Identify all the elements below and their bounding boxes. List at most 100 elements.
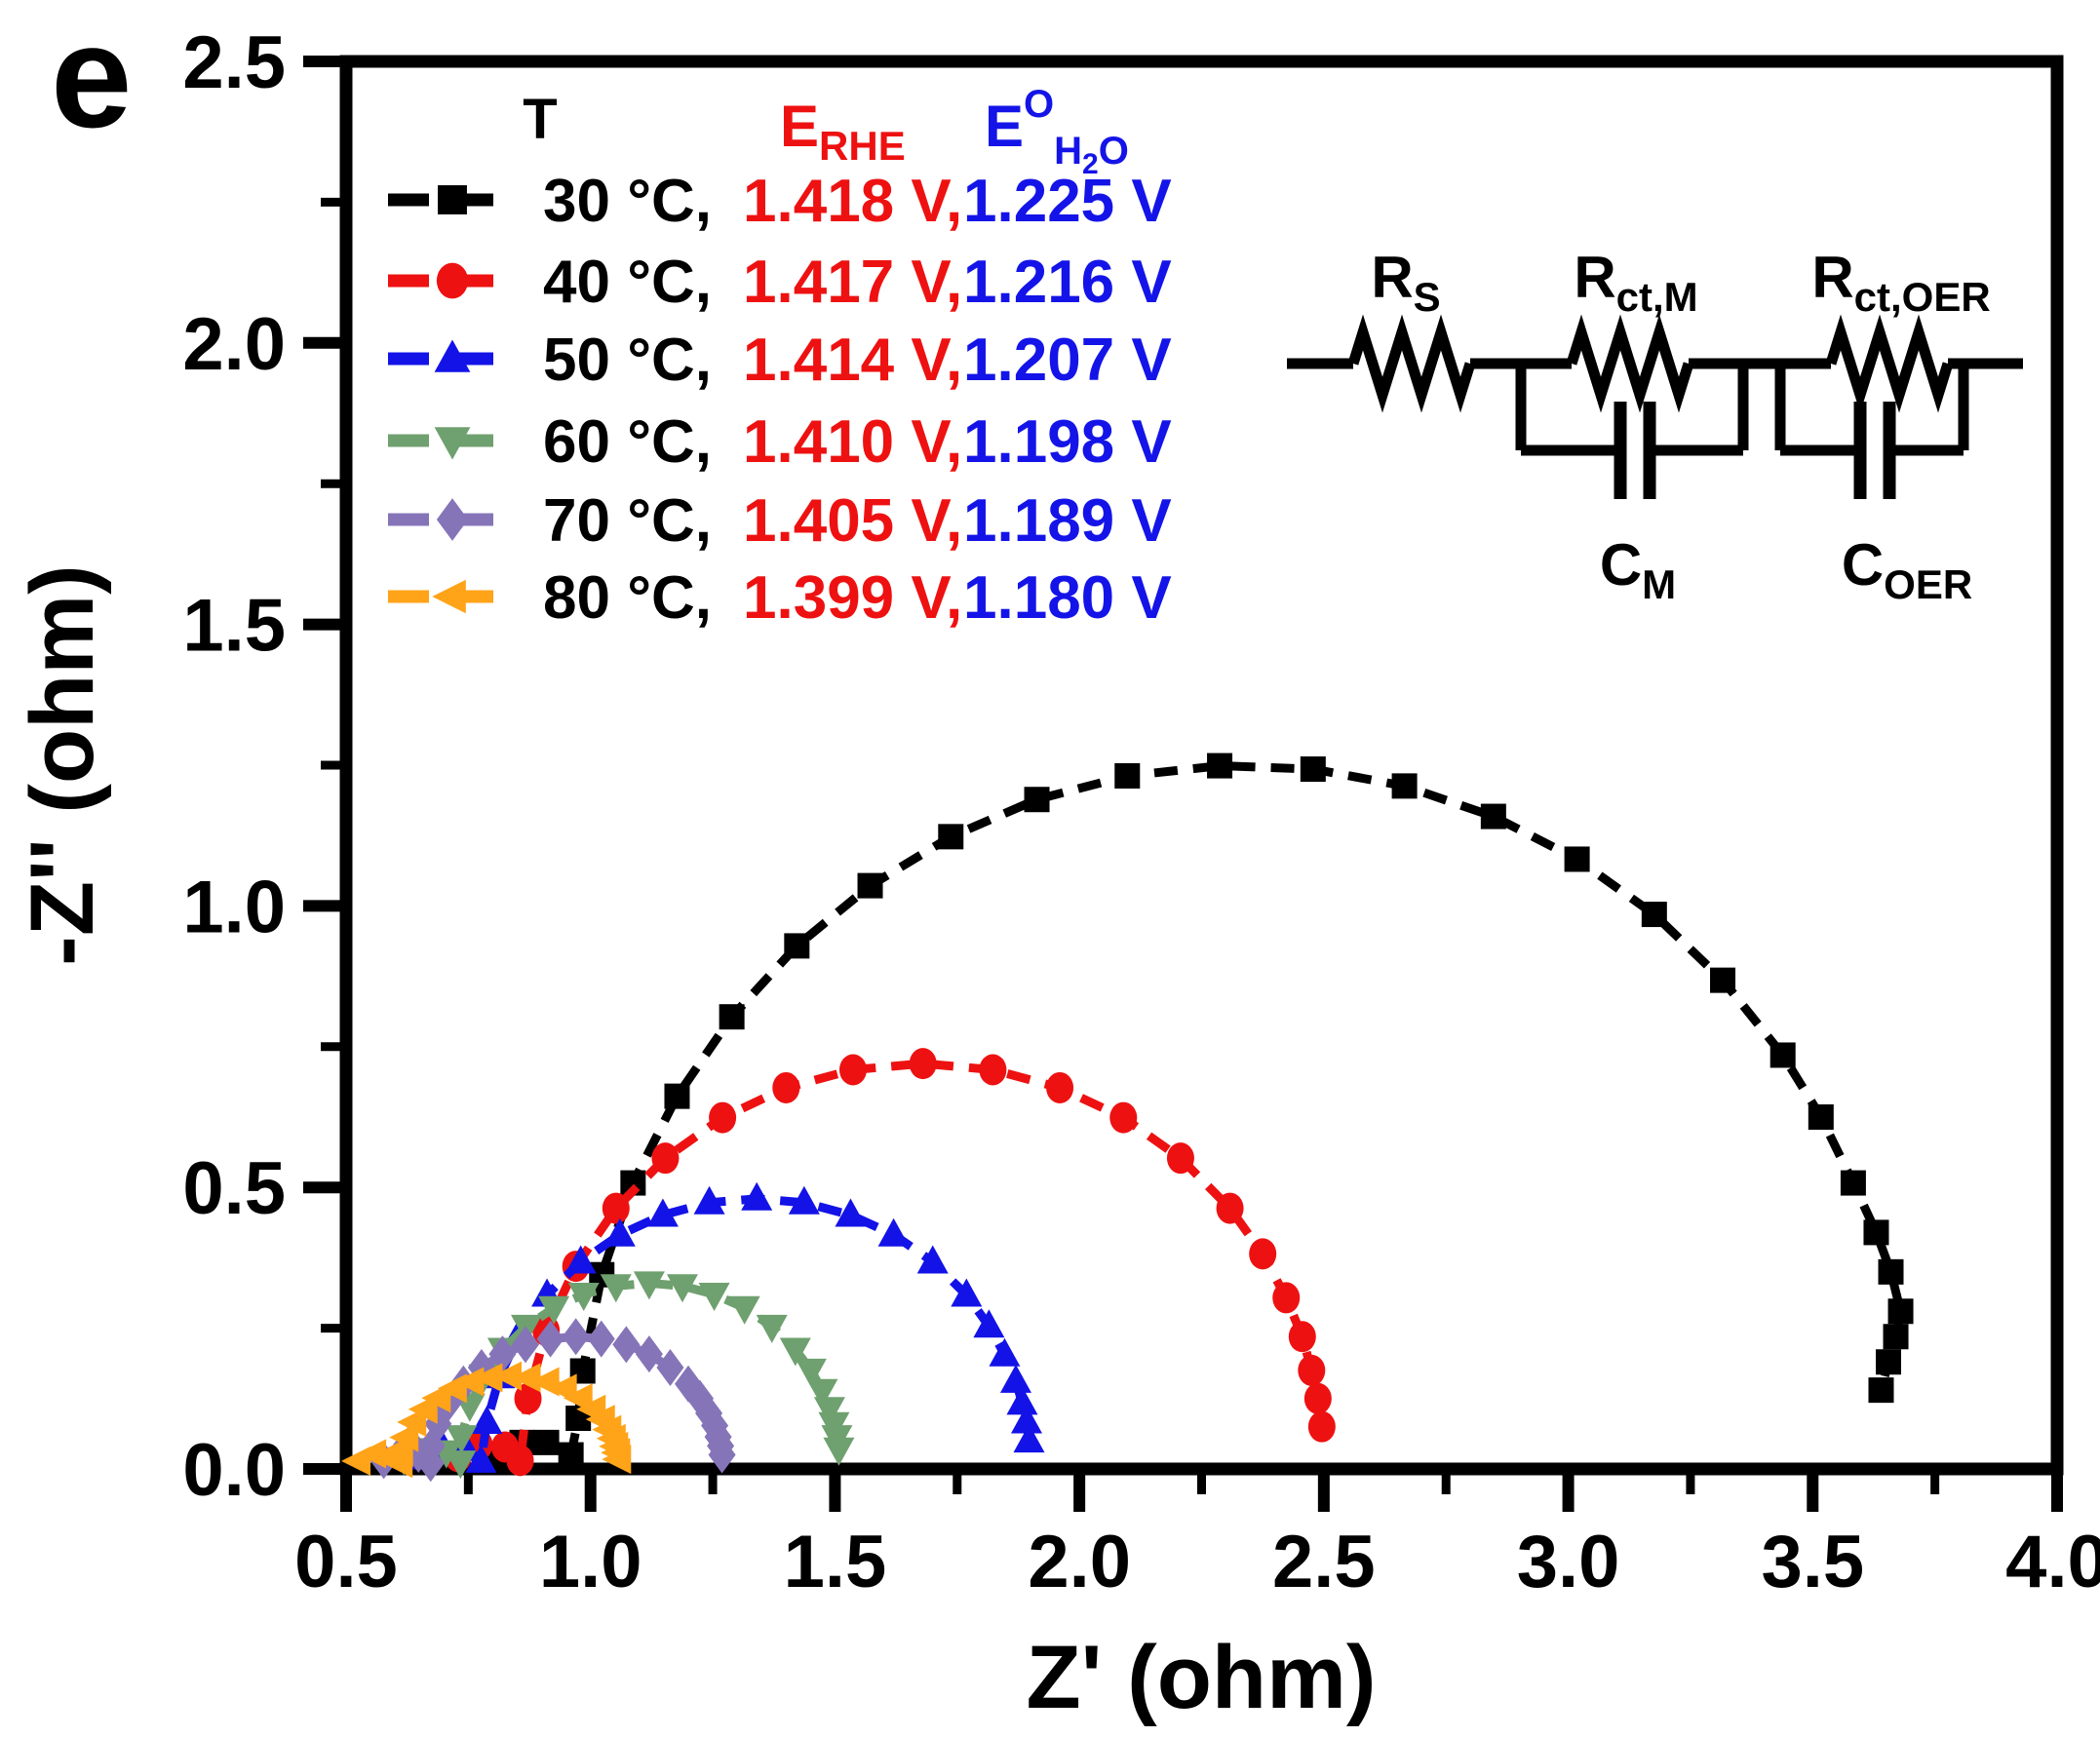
legend-row-30C: 30 °C, 1.418 V, 1.225 V xyxy=(388,168,1172,235)
y-axis-title: -Z'' (ohm) xyxy=(13,564,112,966)
marker-triangle-left xyxy=(511,1363,541,1393)
legend-eh2o-value: 1.198 V xyxy=(963,408,1172,476)
marker-triangle-down xyxy=(453,1393,486,1422)
legend-row-70C: 70 °C, 1.405 V, 1.189 V xyxy=(388,487,1172,555)
legend-erhe-value: 1.410 V, xyxy=(743,408,962,476)
marker-square xyxy=(1808,1104,1834,1130)
marker-triangle-left xyxy=(454,1367,485,1397)
marker-diamond xyxy=(436,498,469,541)
marker-diamond xyxy=(635,1335,663,1373)
marker-triangle-left xyxy=(357,1439,387,1469)
legend-eh2o-value: 1.216 V xyxy=(963,249,1172,316)
marker-square xyxy=(1564,846,1590,872)
legend-erhe-value: 1.417 V, xyxy=(743,249,962,316)
marker-square xyxy=(1480,803,1506,830)
marker-circle xyxy=(506,1445,534,1477)
label-rct-m: Rct,M xyxy=(1574,245,1697,320)
series-30C xyxy=(485,753,1914,1468)
marker-triangle-up xyxy=(999,1364,1031,1393)
marker-square xyxy=(1207,753,1233,779)
resistor-rs xyxy=(1347,314,1476,413)
legend-temp-label: 50 °C, xyxy=(543,327,712,394)
marker-triangle-down xyxy=(806,1378,838,1408)
marker-triangle-up xyxy=(989,1337,1021,1367)
marker-triangle-left xyxy=(432,579,466,614)
y-tick-label: 2.0 xyxy=(182,303,286,386)
marker-square xyxy=(1883,1324,1909,1350)
marker-square xyxy=(1641,902,1667,928)
legend-temp-label: 70 °C, xyxy=(543,487,712,555)
marker-triangle-up xyxy=(741,1181,773,1211)
marker-diamond xyxy=(536,1320,564,1358)
marker-triangle-down xyxy=(633,1271,665,1300)
marker-triangle-up xyxy=(788,1185,820,1215)
series-70C xyxy=(369,1318,736,1483)
y-tick-label: 1.5 xyxy=(182,585,286,668)
resistor-rctm xyxy=(1566,314,1694,413)
resistor-rctoer xyxy=(1825,314,1954,413)
legend-temp-label: 60 °C, xyxy=(543,408,712,476)
marker-triangle-left xyxy=(473,1363,503,1393)
legend-eh2o-value: 1.189 V xyxy=(963,487,1172,555)
marker-circle xyxy=(602,1192,630,1224)
x-tick-label: 1.5 xyxy=(784,1521,887,1603)
marker-diamond xyxy=(562,1318,590,1356)
series-80C xyxy=(341,1361,632,1479)
legend-erhe-value: 1.418 V, xyxy=(743,168,962,235)
marker-square xyxy=(1876,1349,1902,1375)
x-tick-label: 4.0 xyxy=(2005,1521,2100,1603)
marker-triangle-down xyxy=(666,1274,698,1303)
marker-square xyxy=(1391,773,1418,799)
marker-circle xyxy=(909,1048,937,1080)
series-line xyxy=(495,761,1906,1462)
marker-triangle-up xyxy=(603,1217,636,1247)
marker-square xyxy=(1887,1298,1914,1325)
legend-header-temperature: T xyxy=(523,88,557,151)
marker-square xyxy=(1878,1258,1904,1285)
marker-square xyxy=(1300,756,1326,783)
marker-diamond xyxy=(656,1349,684,1387)
marker-triangle-up xyxy=(916,1245,949,1274)
marker-triangle-up xyxy=(1006,1386,1038,1415)
marker-triangle-up xyxy=(835,1198,867,1227)
legend-row-60C: 60 °C, 1.410 V, 1.198 V xyxy=(388,408,1172,476)
marker-circle xyxy=(1109,1101,1138,1134)
marker-diamond xyxy=(587,1320,615,1358)
x-tick-label: 2.5 xyxy=(1272,1521,1376,1603)
marker-circle xyxy=(514,1382,542,1414)
marker-triangle-up xyxy=(465,1444,497,1473)
marker-triangle-left xyxy=(389,1422,419,1452)
x-tick-label: 2.0 xyxy=(1028,1521,1131,1603)
marker-circle xyxy=(979,1054,1007,1086)
marker-triangle-up xyxy=(1013,1424,1045,1453)
marker-triangle-up xyxy=(1010,1405,1042,1434)
marker-square xyxy=(1024,787,1050,813)
marker-triangle-down xyxy=(538,1295,570,1325)
x-tick-label: 0.5 xyxy=(294,1521,398,1603)
legend-erhe-value: 1.405 V, xyxy=(743,487,962,555)
legend-header-eh2o: EOH2O xyxy=(985,83,1129,180)
marker-square xyxy=(938,824,964,850)
marker-square xyxy=(1114,762,1141,789)
legend-eh2o-value: 1.180 V xyxy=(963,564,1172,632)
marker-triangle-up xyxy=(877,1217,910,1247)
y-tick-label: 0.5 xyxy=(182,1147,286,1230)
marker-triangle-down xyxy=(795,1358,827,1387)
data-series xyxy=(341,753,1914,1483)
marker-square xyxy=(719,1004,745,1030)
series-40C xyxy=(444,1048,1336,1477)
marker-triangle-down xyxy=(434,427,471,460)
marker-diamond xyxy=(512,1326,540,1364)
y-tick-label: 1.0 xyxy=(182,866,286,948)
marker-triangle-up xyxy=(973,1309,1005,1338)
y-tick-label: 2.5 xyxy=(182,21,286,104)
marker-circle xyxy=(1307,1410,1336,1443)
marker-square xyxy=(1769,1042,1796,1068)
marker-diamond xyxy=(488,1335,517,1373)
marker-circle xyxy=(1303,1382,1332,1414)
marker-triangle-up xyxy=(951,1278,983,1307)
marker-square xyxy=(857,872,883,899)
label-coer: COER xyxy=(1842,532,1972,607)
